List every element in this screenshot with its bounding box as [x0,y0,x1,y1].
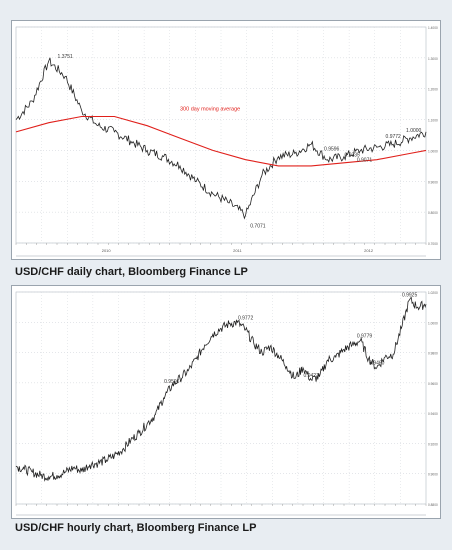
chart-0-annotation-label: 0.9596 [324,147,340,153]
chart-0-y-tick-label: 1.2000 [428,88,438,92]
chart-1-annotation-label: 0.9779 [357,333,373,339]
chart-0-y-tick-label: 1.1000 [428,119,438,123]
chart-1-y-tick-label: 0.9400 [428,412,438,416]
chart-1-y-tick-label: 1.0200 [428,291,438,295]
daily-chart-caption: USD/CHF daily chart, Bloomberg Finance L… [15,266,248,278]
chart-0-x-tick-label: 2012 [364,248,374,253]
chart-0-y-tick-label: 1.3000 [428,57,438,61]
hourly-chart-panel: 0.8800 0.9000 0.9200 0.9400 0.9600 0.9800 1.00… [0,285,452,550]
chart-0-annotation-label: 0.9071 [357,157,373,163]
chart-0-annotation-label: 1.0000 [406,128,422,134]
chart-1-annotation-label: 0.9596 [164,379,180,385]
chart-1-y-tick-label: 0.9000 [428,473,438,477]
chart-0-series-0-line [15,57,427,220]
chart-1-y-tick-label: 0.9600 [428,382,438,386]
chart-0-y-tick-label: 1.4000 [428,26,438,30]
hourly-chart-frame: 0.8800 0.9000 0.9200 0.9400 0.9600 0.9800 1.00… [11,285,441,519]
hourly-chart-svg: 0.8800 0.9000 0.9200 0.9400 0.9600 0.9800 1.00… [15,291,438,516]
chart-0-series-1-line [15,115,427,167]
chart-1-y-tick-label: 0.8800 [428,503,438,507]
chart-0-x-tick-label: 2010 [102,248,112,253]
chart-0-annotation-label: 0.7071 [250,224,266,230]
chart-0-y-tick-label: 1.0000 [428,149,438,153]
chart-0-annotation-label: 0.9772 [386,134,402,140]
chart-0-annotation-label: 0.9335 [345,153,361,159]
chart-1-annotation-label: 0.9421 [304,373,320,379]
chart-1-y-tick-label: 0.9800 [428,352,438,356]
chart-0-x-tick-label: 2011 [233,248,242,253]
chart-0-y-tick-label: 0.9000 [428,180,438,184]
chart-1-y-tick-label: 0.9200 [428,442,438,446]
chart-0-y-tick-label: 0.8000 [428,211,438,215]
chart-0-y-tick-label: 0.7000 [428,242,438,246]
chart-1-annotation-label: 0.9925 [402,293,418,299]
chart-0-annotation-label: 1.3751 [58,54,74,60]
daily-chart-svg: 1.4000 1.3000 1.2000 1.1000 1.0000 0.9000 0.80… [15,26,438,257]
daily-chart-frame: 1.4000 1.3000 1.2000 1.1000 1.0000 0.9000 0.80… [11,20,441,260]
chart-1-annotation-label: 0.9460 [369,361,385,367]
daily-chart-panel: 1.4000 1.3000 1.2000 1.1000 1.0000 0.9000 0.80… [11,20,441,278]
chart-0-legend-label: 300 day moving average [180,106,240,112]
chart-1-annotation-label: 0.9772 [238,315,254,321]
hourly-chart-caption: USD/CHF hourly chart, Bloomberg Finance … [15,522,257,534]
chart-1-y-tick-label: 1.0000 [428,321,438,325]
